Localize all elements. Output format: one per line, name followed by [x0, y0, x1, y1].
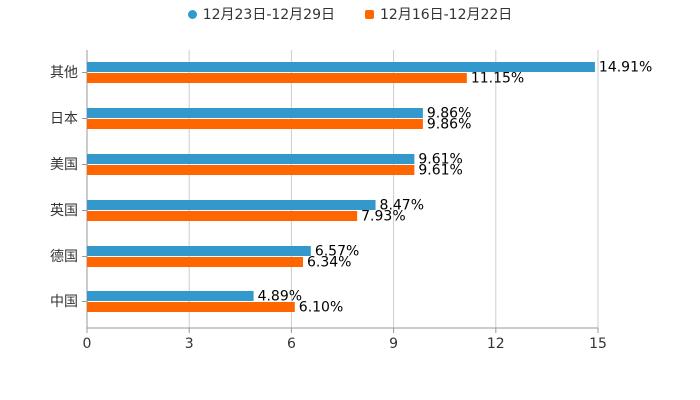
x-tick-label: 3 — [185, 336, 194, 352]
category-label-5: 中国 — [50, 294, 78, 310]
category-label-3: 英国 — [50, 202, 78, 219]
data-label-5-series-1: 6.10% — [299, 300, 343, 316]
bar-2-series-1 — [87, 165, 415, 175]
legend-item-series-1[interactable]: 12月23日-12月29日 — [187, 4, 335, 24]
bar-4-series-0 — [87, 246, 311, 256]
legend-swatch-series-1 — [187, 9, 197, 19]
bar-5-series-1 — [87, 302, 295, 312]
x-tick-label: 12 — [487, 336, 505, 352]
legend-swatch-series-2 — [365, 9, 374, 19]
data-label-2-series-0: 9.61% — [418, 152, 462, 168]
category-label-2: 美国 — [50, 157, 78, 173]
x-tick-label: 6 — [287, 336, 296, 352]
bar-0-series-0 — [87, 62, 595, 72]
bar-3-series-1 — [87, 211, 358, 221]
bar-2-series-0 — [87, 154, 415, 164]
bar-0-series-1 — [87, 73, 467, 83]
data-label-4-series-1: 6.34% — [307, 255, 351, 271]
data-label-0-series-1: 11.15% — [471, 71, 524, 87]
category-label-4: 德国 — [50, 249, 78, 265]
x-tick-label: 15 — [589, 336, 607, 352]
data-label-0-series-0: 14.91% — [599, 60, 652, 76]
chart-legend: 12月23日-12月29日 12月16日-12月22日 — [0, 4, 700, 24]
legend-label-series-2: 12月16日-12月22日 — [380, 7, 513, 23]
legend-item-series-2[interactable]: 12月16日-12月22日 — [365, 4, 512, 24]
data-label-3-series-1: 7.93% — [361, 209, 405, 225]
legend-label-series-1: 12月23日-12月29日 — [202, 7, 335, 23]
x-tick-label: 0 — [83, 336, 92, 352]
category-label-1: 日本 — [50, 111, 78, 127]
data-label-5-series-0: 4.89% — [258, 289, 302, 305]
category-label-0: 其他 — [50, 65, 78, 81]
bar-3-series-0 — [87, 200, 376, 210]
bar-1-series-0 — [87, 108, 423, 118]
x-tick-label: 9 — [389, 336, 398, 352]
bar-5-series-0 — [87, 291, 254, 301]
data-label-2-series-1: 9.61% — [418, 163, 462, 179]
bar-1-series-1 — [87, 119, 423, 129]
data-label-3-series-0: 8.47% — [380, 198, 424, 214]
data-label-1-series-1: 9.86% — [427, 117, 471, 133]
data-label-1-series-0: 9.86% — [427, 106, 471, 122]
bar-4-series-1 — [87, 257, 303, 267]
data-label-4-series-0: 6.57% — [315, 244, 359, 260]
